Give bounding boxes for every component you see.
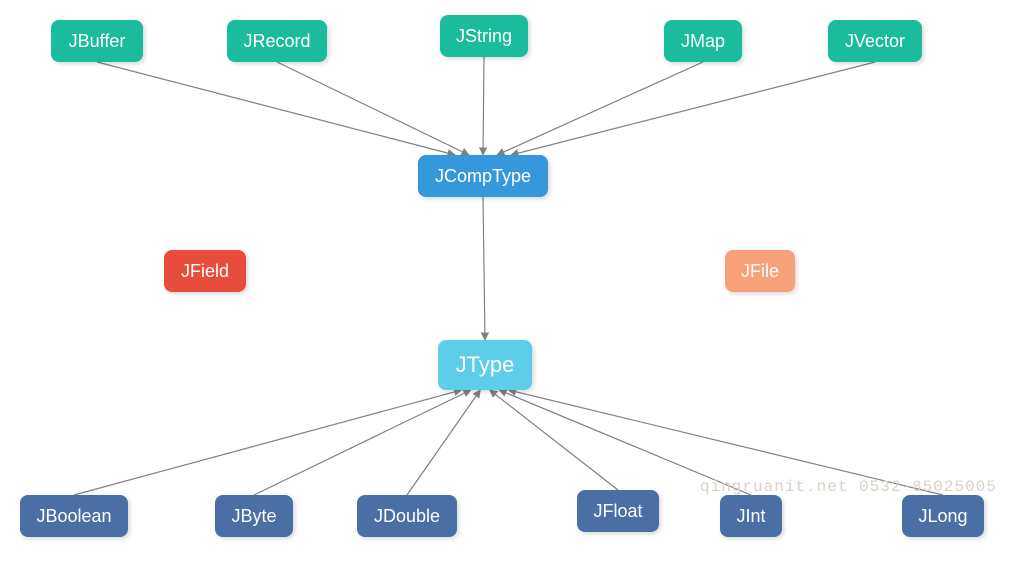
edge-jboolean-to-jtype <box>74 390 462 495</box>
edge-jdouble-to-jtype <box>407 390 480 495</box>
node-jvector: JVector <box>828 20 922 62</box>
edge-jcomptype-to-jtype <box>483 197 485 340</box>
node-jstring: JString <box>440 15 528 57</box>
edge-jmap-to-jcomptype <box>497 62 703 155</box>
node-jbyte: JByte <box>215 495 293 537</box>
node-jmap: JMap <box>664 20 742 62</box>
node-jcomptype: JCompType <box>418 155 548 197</box>
node-jtype: JType <box>438 340 532 390</box>
node-jfloat: JFloat <box>577 490 659 532</box>
node-jint: JInt <box>720 495 782 537</box>
edge-jbuffer-to-jcomptype <box>97 62 455 155</box>
node-jboolean: JBoolean <box>20 495 128 537</box>
node-jlong: JLong <box>902 495 984 537</box>
node-jfile: JFile <box>725 250 795 292</box>
node-jfield: JField <box>164 250 246 292</box>
node-jdouble: JDouble <box>357 495 457 537</box>
edge-jstring-to-jcomptype <box>483 57 484 155</box>
edge-jbyte-to-jtype <box>254 390 471 495</box>
edge-jvector-to-jcomptype <box>511 62 875 155</box>
node-jbuffer: JBuffer <box>51 20 143 62</box>
edge-jrecord-to-jcomptype <box>277 62 469 155</box>
watermark-text: qingruanit.net 0532-85025005 <box>700 478 997 496</box>
edge-jfloat-to-jtype <box>490 390 618 490</box>
node-jrecord: JRecord <box>227 20 327 62</box>
